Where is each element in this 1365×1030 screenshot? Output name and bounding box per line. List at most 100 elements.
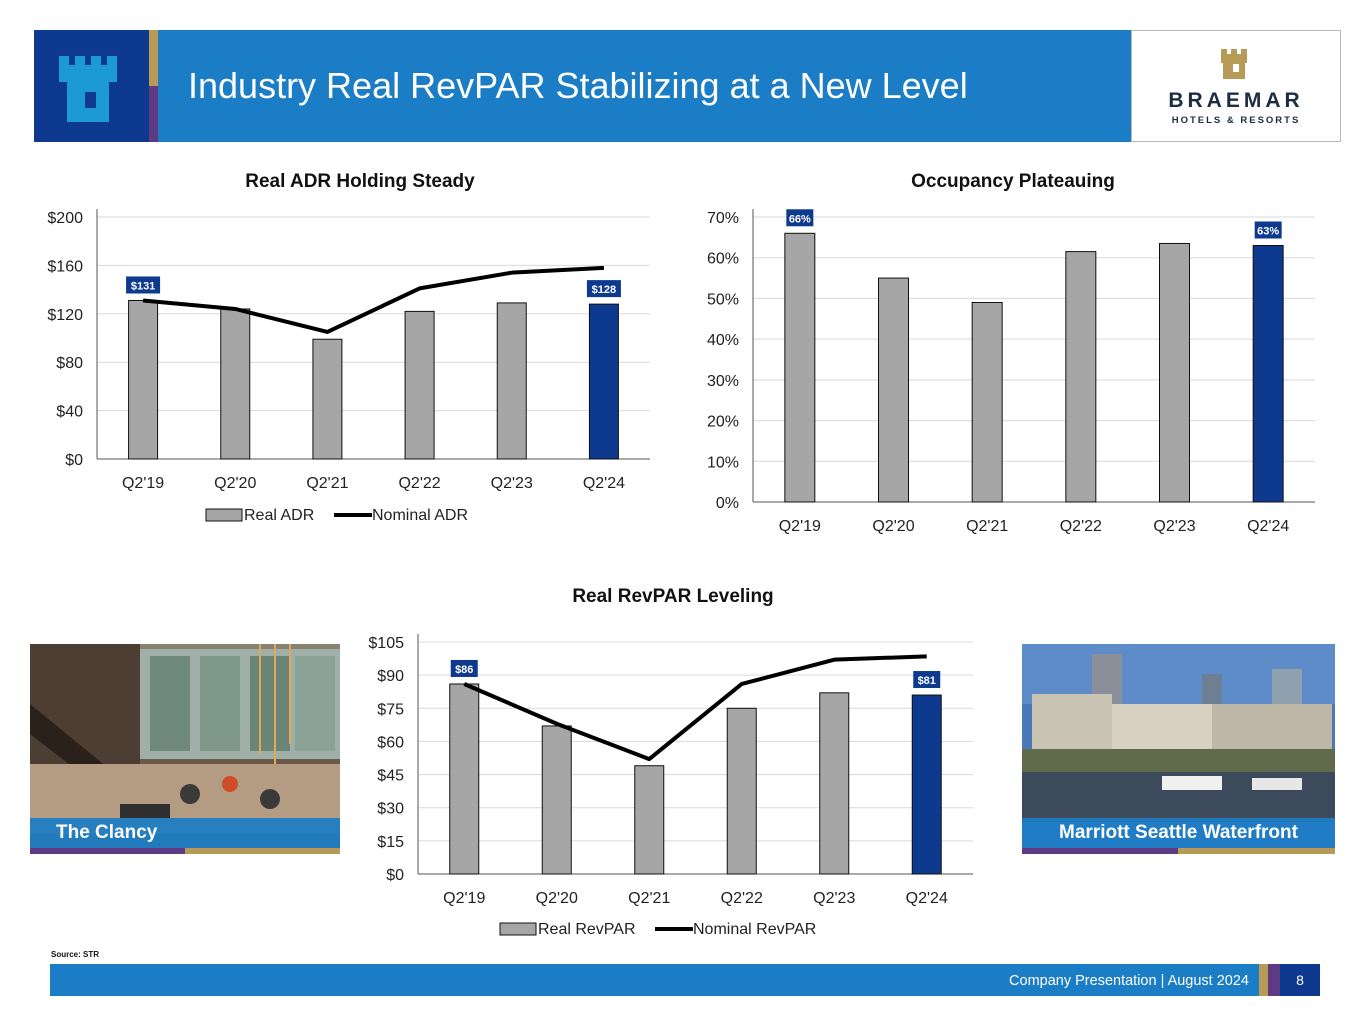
- legend-swatch: [499, 922, 537, 936]
- data-label: $86: [455, 664, 473, 676]
- data-label: $81: [918, 675, 936, 687]
- bar: [312, 338, 343, 460]
- bar: [634, 765, 665, 875]
- chart-title: Real RevPAR Leveling: [572, 586, 774, 607]
- photo-caption: Marriott Seattle Waterfront: [1022, 818, 1335, 848]
- x-tick-label: Q2'22: [1060, 518, 1102, 535]
- header-logo-block: [34, 30, 149, 142]
- y-tick-label: 10%: [707, 454, 739, 471]
- footer-bar: Company Presentation | August 2024: [50, 964, 1259, 996]
- x-tick-label: Q2'20: [872, 518, 914, 535]
- footer-gold-stripe: [1259, 964, 1268, 996]
- bar: [1159, 242, 1190, 503]
- bar: [541, 725, 572, 875]
- brand-tagline: HOTELS & RESORTS: [1171, 115, 1301, 126]
- legend-label: Real ADR: [244, 507, 314, 524]
- bar: [971, 302, 1003, 503]
- page-title: Industry Real RevPAR Stabilizing at a Ne…: [188, 65, 968, 106]
- brand-name: BRAEMAR: [1168, 89, 1304, 112]
- x-tick-label: Q2'21: [628, 890, 670, 907]
- caption-purple-stripe: [30, 848, 185, 854]
- series-line: [142, 265, 605, 334]
- data-label: 66%: [789, 213, 811, 225]
- y-tick-label: $90: [377, 668, 404, 685]
- real-adr-plot: $0 $40 $80 $120 $160 $200 Q2'19 Q2'20 Q2'21 Q2'22…: [47, 209, 650, 524]
- data-label-box: [586, 280, 621, 298]
- bar: [220, 308, 251, 460]
- castle-tower-icon: [59, 56, 117, 122]
- real-revpar-chart: Real RevPAR Leveling $0 $15 $30 $45 $60 $75 $9…: [350, 580, 990, 950]
- x-tick-label: Q2'21: [966, 518, 1008, 535]
- y-tick-label: 70%: [707, 210, 739, 227]
- y-tick-label: $60: [377, 734, 404, 751]
- x-tick-label: Q2'24: [906, 890, 948, 907]
- caption-gold-stripe: [185, 848, 340, 854]
- bar: [878, 277, 909, 503]
- bar: [588, 303, 619, 460]
- x-tick-label: Q2'23: [1153, 518, 1195, 535]
- y-tick-label: $75: [377, 701, 404, 718]
- y-tick-label: 30%: [707, 373, 739, 390]
- chart-title: Occupancy Plateauing: [911, 171, 1115, 192]
- bar: [911, 694, 942, 875]
- data-label: 63%: [1257, 226, 1279, 238]
- y-tick-label: $45: [377, 768, 404, 785]
- x-tick-label: Q2'24: [583, 475, 625, 492]
- photo-caption: The Clancy: [30, 818, 340, 848]
- brand-logo: BRAEMAR HOTELS & RESORTS: [1131, 30, 1341, 142]
- y-tick-label: 50%: [707, 291, 739, 308]
- data-label-box: [913, 671, 941, 689]
- y-tick-label: $120: [47, 307, 83, 324]
- x-tick-label: Q2'22: [721, 890, 763, 907]
- x-tick-label: Q2'19: [122, 475, 164, 492]
- data-label-box: [126, 276, 161, 294]
- bar: [784, 232, 816, 503]
- chart-title: Real ADR Holding Steady: [245, 171, 475, 192]
- y-tick-label: 0%: [716, 495, 739, 512]
- brand-castle-icon: [1221, 49, 1247, 79]
- footer-purple-stripe: [1268, 964, 1280, 996]
- y-tick-label: $200: [47, 210, 83, 227]
- photo-marriott-seattle: Marriott Seattle Waterfront: [1022, 644, 1335, 854]
- bar: [726, 707, 757, 875]
- header-gold-stripe: [149, 30, 158, 86]
- x-tick-label: Q2'23: [813, 890, 855, 907]
- legend-label: Nominal ADR: [372, 507, 468, 524]
- legend-swatch: [205, 508, 243, 522]
- caption-purple-stripe: [1022, 848, 1178, 854]
- x-tick-label: Q2'19: [779, 518, 821, 535]
- x-tick-label: Q2'19: [443, 890, 485, 907]
- occupancy-chart: Occupancy Plateauing 0% 10% 20% 30% 40% 50% 60…: [690, 165, 1330, 545]
- x-tick-label: Q2'21: [306, 475, 348, 492]
- data-label-box: [1254, 221, 1282, 239]
- x-tick-label: Q2'24: [1247, 518, 1289, 535]
- y-tick-label: $80: [56, 355, 83, 372]
- bar: [1065, 251, 1097, 503]
- page-number: 8: [1280, 964, 1320, 996]
- series-line: [463, 654, 927, 762]
- x-tick-label: Q2'22: [398, 475, 440, 492]
- photo-the-clancy: The Clancy: [30, 644, 340, 854]
- x-tick-label: Q2'20: [214, 475, 256, 492]
- data-label: $131: [131, 280, 155, 292]
- y-tick-label: 60%: [707, 251, 739, 268]
- source-note: Source: STR: [51, 950, 100, 959]
- bar: [449, 683, 480, 875]
- y-tick-label: 20%: [707, 414, 739, 431]
- y-tick-label: $105: [368, 635, 404, 652]
- real-revpar-plot: $0 $15 $30 $45 $60 $75 $90 $105 Q2'19 Q2'20 Q2'21 Q…: [368, 634, 973, 938]
- bar: [404, 310, 435, 460]
- data-label-box: [786, 209, 814, 227]
- y-tick-label: $0: [65, 452, 83, 469]
- x-tick-label: Q2'23: [491, 475, 533, 492]
- bar: [128, 299, 159, 460]
- title-bar: Industry Real RevPAR Stabilizing at a Ne…: [158, 30, 1131, 142]
- data-label-box: [450, 659, 478, 677]
- x-tick-label: Q2'20: [536, 890, 578, 907]
- real-adr-chart: Real ADR Holding Steady $0 $40 $80 $120 $160…: [30, 165, 670, 545]
- slide-header: Industry Real RevPAR Stabilizing at a Ne…: [34, 30, 1341, 142]
- occupancy-plot: 0% 10% 20% 30% 40% 50% 60% 70% Q2'19 Q2'20 Q2'21 Q2…: [707, 209, 1315, 535]
- bar: [819, 692, 850, 875]
- y-tick-label: $15: [377, 834, 404, 851]
- data-label: $128: [592, 284, 616, 296]
